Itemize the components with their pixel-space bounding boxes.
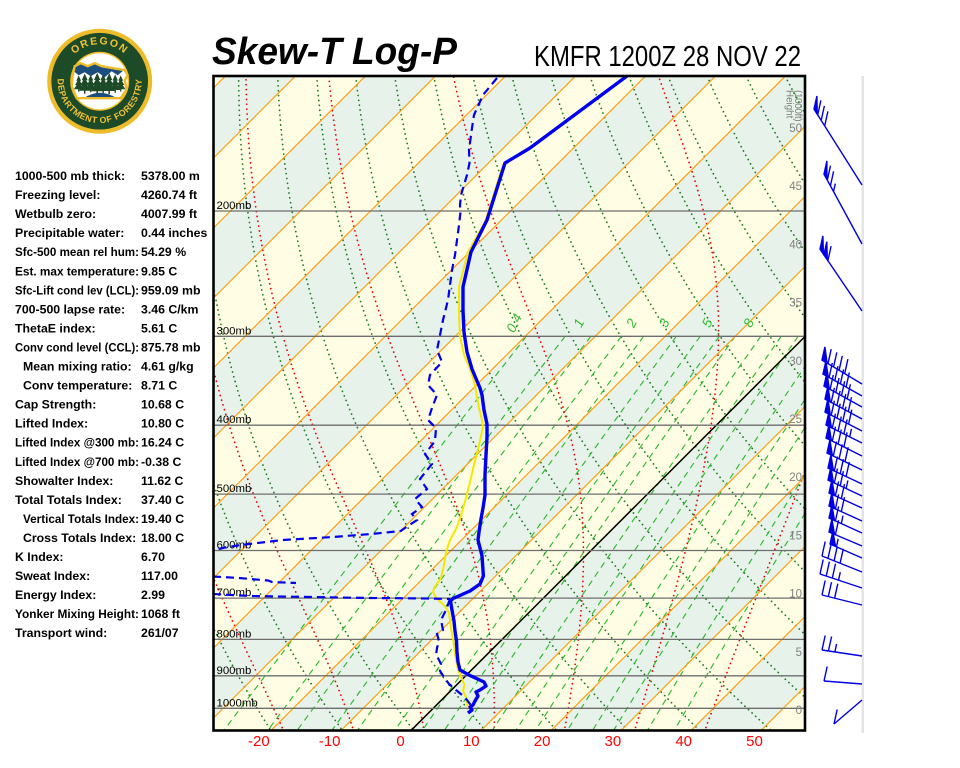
svg-text:20: 20 [789, 472, 802, 484]
svg-text:800mb: 800mb [217, 628, 252, 640]
svg-text:117.00: 117.00 [141, 569, 178, 583]
svg-text:45: 45 [789, 181, 802, 193]
svg-text:15: 15 [789, 530, 802, 542]
svg-text:30: 30 [789, 356, 802, 368]
svg-text:Cap Strength:: Cap Strength: [15, 398, 96, 412]
svg-text:10: 10 [463, 733, 480, 750]
svg-text:2.99: 2.99 [141, 588, 165, 602]
svg-text:0.4: 0.4 [503, 311, 525, 334]
svg-text:16.24 C: 16.24 C [141, 436, 184, 450]
svg-text:Cross Totals Index:: Cross Totals Index: [23, 531, 136, 545]
svg-text:5378.00 m: 5378.00 m [141, 169, 200, 183]
svg-text:Showalter Index:: Showalter Index: [15, 474, 113, 488]
svg-text:19.40 C: 19.40 C [141, 512, 184, 526]
svg-text:KMFR 1200Z 28 NOV 22: KMFR 1200Z 28 NOV 22 [534, 41, 801, 73]
svg-text:Lifted Index @700 mb:: Lifted Index @700 mb: [15, 455, 139, 469]
svg-text:Yonker Mixing Height:: Yonker Mixing Height: [15, 607, 139, 621]
svg-text:4.61 g/kg: 4.61 g/kg [141, 360, 194, 374]
svg-text:35: 35 [789, 298, 802, 310]
svg-text:200mb: 200mb [217, 200, 252, 212]
svg-text:(1000ft): (1000ft) [792, 90, 803, 121]
svg-text:Height: Height [784, 90, 795, 119]
svg-text:900mb: 900mb [217, 665, 252, 677]
svg-text:5.61 C: 5.61 C [141, 321, 177, 335]
svg-text:10.80 C: 10.80 C [141, 417, 184, 431]
svg-text:50: 50 [789, 123, 802, 135]
svg-text:3.46 C/km: 3.46 C/km [141, 302, 198, 316]
svg-text:0: 0 [396, 733, 404, 750]
svg-text:Lifted Index @300 mb:: Lifted Index @300 mb: [15, 436, 139, 450]
svg-text:Sfc-Lift cond lev (LCL):: Sfc-Lift cond lev (LCL): [15, 283, 139, 297]
svg-text:5: 5 [796, 647, 802, 659]
svg-text:10: 10 [789, 589, 802, 601]
svg-text:0: 0 [796, 705, 802, 717]
svg-text:Lifted Index:: Lifted Index: [15, 417, 88, 431]
svg-text:Transport wind:: Transport wind: [15, 626, 107, 640]
svg-text:Sweat Index:: Sweat Index: [15, 569, 90, 583]
svg-text:300mb: 300mb [217, 325, 252, 337]
svg-text:959.09 mb: 959.09 mb [141, 283, 200, 297]
svg-text:40: 40 [675, 733, 692, 750]
svg-text:4260.74 ft: 4260.74 ft [141, 188, 197, 202]
svg-text:Total Totals Index:: Total Totals Index: [15, 493, 122, 507]
svg-text:37.40 C: 37.40 C [141, 493, 184, 507]
svg-text:Energy Index:: Energy Index: [15, 588, 96, 602]
svg-text:18.00 C: 18.00 C [141, 531, 184, 545]
svg-text:-10: -10 [319, 733, 341, 750]
svg-text:0.44 inches: 0.44 inches [141, 226, 207, 240]
svg-text:Conv cond level (CCL):: Conv cond level (CCL): [15, 341, 139, 355]
svg-text:10.68 C: 10.68 C [141, 398, 184, 412]
svg-text:Wetbulb zero:: Wetbulb zero: [15, 207, 96, 221]
svg-text:700-500 lapse rate:: 700-500 lapse rate: [15, 302, 125, 316]
svg-text:700mb: 700mb [217, 587, 252, 599]
svg-text:Conv temperature:: Conv temperature: [23, 379, 132, 393]
svg-text:50: 50 [746, 733, 763, 750]
svg-text:261/07: 261/07 [141, 626, 179, 640]
svg-text:9.85 C: 9.85 C [141, 264, 177, 278]
svg-text:4007.99 ft: 4007.99 ft [141, 207, 197, 221]
svg-text:20: 20 [534, 733, 551, 750]
svg-text:11.62 C: 11.62 C [141, 474, 184, 488]
svg-text:Skew-T Log-P: Skew-T Log-P [212, 31, 458, 73]
svg-text:8.71 C: 8.71 C [141, 379, 177, 393]
svg-text:-20: -20 [248, 733, 270, 750]
svg-text:500mb: 500mb [217, 483, 252, 495]
svg-text:54.29 %: 54.29 % [141, 245, 186, 259]
svg-text:Vertical Totals Index:: Vertical Totals Index: [23, 512, 139, 526]
svg-text:Freezing level:: Freezing level: [15, 188, 100, 202]
svg-text:Precipitable water:: Precipitable water: [15, 226, 124, 240]
svg-text:6.70: 6.70 [141, 550, 165, 564]
svg-text:-0.38 C: -0.38 C [141, 455, 181, 469]
svg-text:25: 25 [789, 414, 802, 426]
svg-text:1000mb: 1000mb [217, 697, 258, 709]
svg-text:Est. max temperature:: Est. max temperature: [15, 264, 139, 278]
svg-text:ThetaE index:: ThetaE index: [15, 321, 96, 335]
svg-text:1068 ft: 1068 ft [141, 607, 180, 621]
svg-text:Mean mixing ratio:: Mean mixing ratio: [23, 360, 132, 374]
svg-text:875.78 mb: 875.78 mb [141, 341, 200, 355]
svg-text:40: 40 [789, 239, 802, 251]
svg-text:30: 30 [605, 733, 622, 750]
svg-text:1000-500 mb thick:: 1000-500 mb thick: [15, 169, 125, 183]
svg-text:Sfc-500 mean rel hum:: Sfc-500 mean rel hum: [15, 245, 139, 259]
svg-text:K Index:: K Index: [15, 550, 64, 564]
svg-text:400mb: 400mb [217, 414, 252, 426]
